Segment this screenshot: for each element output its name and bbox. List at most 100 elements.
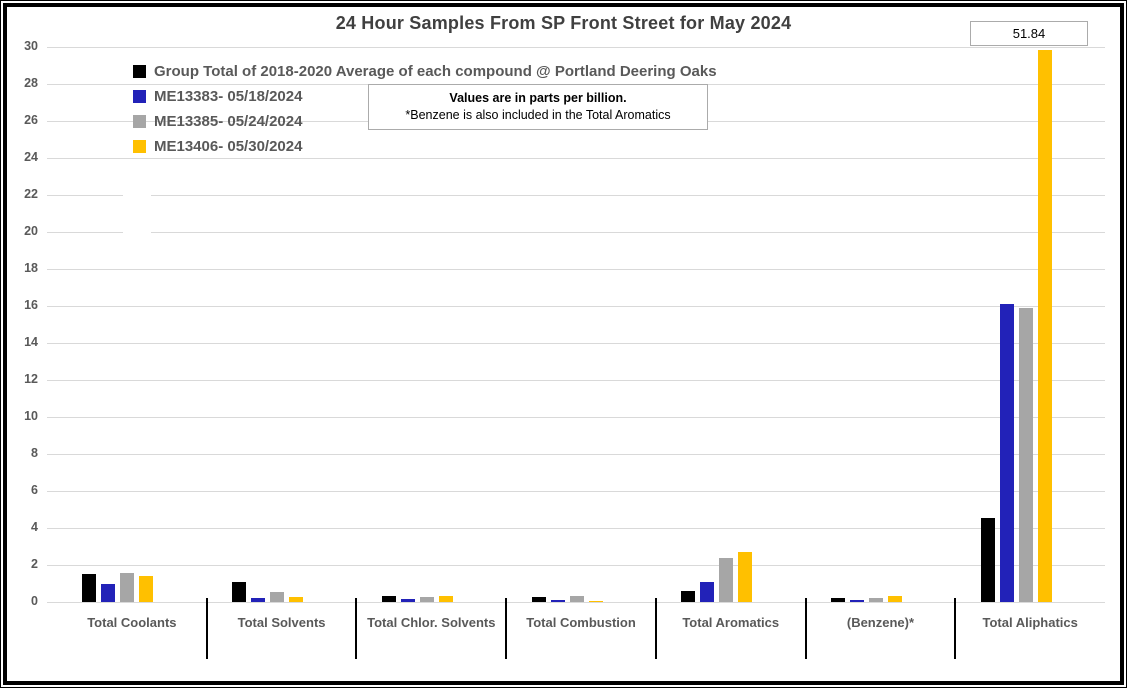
gridline bbox=[47, 342, 1105, 344]
y-tick-label: 18 bbox=[24, 261, 38, 275]
bar bbox=[438, 596, 453, 602]
x-category-label: Total Chlor. Solvents bbox=[367, 615, 496, 630]
y-tick-label: 6 bbox=[31, 483, 38, 497]
bar bbox=[251, 598, 266, 602]
legend-label: Group Total of 2018-2020 Average of each… bbox=[154, 63, 717, 80]
legend: Group Total of 2018-2020 Average of each… bbox=[133, 59, 717, 159]
gridline bbox=[47, 157, 1105, 159]
legend-item: ME13406- 05/30/2024 bbox=[133, 134, 717, 159]
bar bbox=[419, 596, 434, 602]
y-tick-label: 0 bbox=[31, 594, 38, 608]
y-tick-label: 2 bbox=[31, 557, 38, 571]
category-group: Total Aromatics bbox=[656, 47, 807, 659]
blank-label-patch bbox=[123, 186, 151, 244]
legend-label: ME13383- 05/18/2024 bbox=[154, 88, 303, 105]
y-tick-label: 10 bbox=[24, 409, 38, 423]
legend-item: ME13383- 05/18/2024 bbox=[133, 84, 717, 109]
chart-title: 24 Hour Samples From SP Front Street for… bbox=[335, 13, 792, 33]
bar bbox=[120, 573, 135, 602]
bar-cluster bbox=[941, 50, 1091, 602]
category-separator bbox=[954, 598, 957, 659]
category-separator bbox=[505, 598, 508, 659]
category-separator bbox=[205, 598, 208, 659]
y-tick-label: 14 bbox=[24, 335, 38, 349]
category-separator bbox=[654, 598, 657, 659]
category-separator bbox=[355, 598, 358, 659]
bar-cluster bbox=[642, 552, 792, 602]
gridline bbox=[47, 416, 1105, 418]
gridline bbox=[47, 46, 1105, 48]
x-category-label: Total Combustion bbox=[526, 615, 636, 630]
bar bbox=[681, 590, 696, 602]
bar bbox=[381, 595, 396, 602]
bar bbox=[232, 581, 247, 602]
legend-swatch-icon bbox=[133, 140, 146, 153]
y-tick-label: 26 bbox=[24, 113, 38, 127]
category-group: Total Combustion bbox=[506, 47, 657, 659]
x-category-label: Total Aliphatics bbox=[982, 615, 1078, 630]
x-category-label: Total Aromatics bbox=[682, 615, 780, 630]
y-tick-label: 28 bbox=[24, 76, 38, 90]
bar bbox=[999, 304, 1014, 602]
overflow-value-label: 51.84 bbox=[970, 21, 1088, 46]
gridline bbox=[47, 564, 1105, 566]
bar bbox=[101, 584, 116, 602]
bar bbox=[849, 599, 864, 602]
category-group: Total Aliphatics bbox=[955, 47, 1105, 630]
bar bbox=[868, 597, 883, 602]
y-tick-label: 4 bbox=[31, 520, 38, 534]
category-separator bbox=[804, 598, 807, 659]
bar bbox=[289, 597, 304, 602]
category-group: Total Chlor. Solvents bbox=[356, 47, 508, 659]
category-group: Total Solvents bbox=[207, 47, 358, 659]
bar bbox=[1018, 307, 1033, 602]
bar bbox=[550, 600, 565, 602]
gridline bbox=[47, 268, 1105, 270]
legend-item: Group Total of 2018-2020 Average of each… bbox=[133, 59, 717, 84]
bar-groups: Total Coolants Total Solvents Total Chlor.… bbox=[57, 47, 1105, 659]
legend-swatch-icon bbox=[133, 90, 146, 103]
bar bbox=[139, 576, 154, 602]
gridline bbox=[47, 601, 1105, 603]
bar bbox=[980, 517, 995, 602]
bar bbox=[700, 581, 715, 602]
gridline bbox=[47, 231, 1105, 233]
bar bbox=[400, 598, 415, 602]
bar bbox=[830, 598, 845, 602]
bar-cluster bbox=[792, 595, 942, 602]
gridline bbox=[47, 194, 1105, 196]
bar bbox=[569, 596, 584, 602]
bar bbox=[887, 595, 902, 602]
bar bbox=[531, 597, 546, 602]
gridline bbox=[47, 305, 1105, 307]
bar bbox=[719, 557, 734, 602]
gridline bbox=[47, 379, 1105, 381]
annotation-line-benzene: *Benzene is also included in the Total A… bbox=[405, 108, 671, 122]
y-tick-label: 30 bbox=[24, 39, 38, 53]
y-tick-label: 24 bbox=[24, 150, 38, 164]
bar-cluster bbox=[193, 581, 343, 602]
bar bbox=[1037, 50, 1052, 602]
legend-label: ME13406- 05/30/2024 bbox=[154, 138, 303, 155]
y-tick-label: 20 bbox=[24, 224, 38, 238]
y-tick-label: 12 bbox=[24, 372, 38, 386]
annotation-box: Values are in parts per billion. *Benzen… bbox=[368, 84, 708, 130]
category-group: Total Coolants bbox=[57, 47, 208, 659]
legend-label: ME13385- 05/24/2024 bbox=[154, 113, 303, 130]
gridline bbox=[47, 453, 1105, 455]
bar bbox=[270, 591, 285, 602]
bar-cluster bbox=[43, 573, 193, 602]
annotation-line-units: Values are in parts per billion. bbox=[449, 91, 627, 105]
gridline bbox=[47, 527, 1105, 529]
category-group: (Benzene)* bbox=[806, 47, 957, 659]
x-category-label: Total Solvents bbox=[237, 615, 326, 630]
legend-swatch-icon bbox=[133, 115, 146, 128]
bar-cluster bbox=[342, 595, 492, 602]
y-tick-label: 16 bbox=[24, 298, 38, 312]
y-tick-label: 8 bbox=[31, 446, 38, 460]
bar bbox=[738, 552, 753, 602]
bar-cluster bbox=[492, 596, 642, 602]
x-category-label: Total Coolants bbox=[87, 615, 177, 630]
legend-swatch-icon bbox=[133, 65, 146, 78]
